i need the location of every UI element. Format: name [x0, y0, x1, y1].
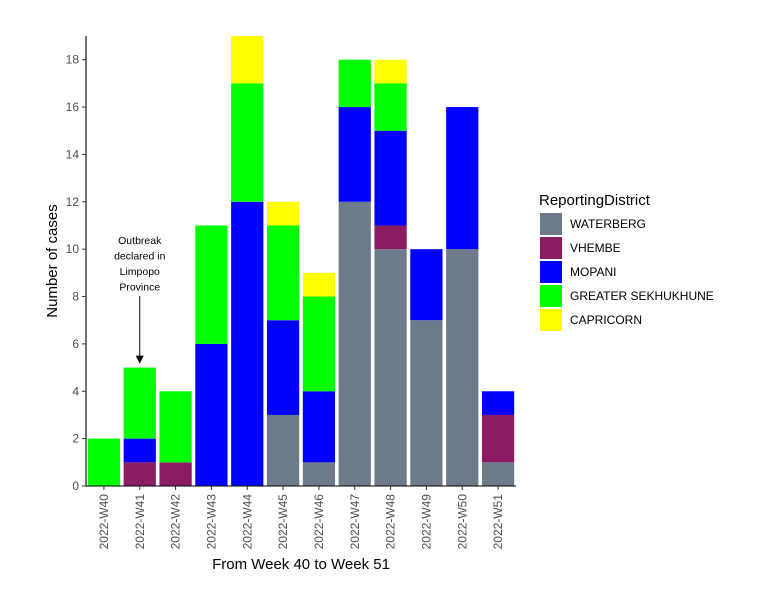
x-tick-label: 2022-W46 — [312, 494, 326, 550]
y-axis-title: Number of cases — [44, 204, 61, 317]
y-tick-label: 18 — [66, 53, 80, 67]
annotation-arrow-head — [135, 355, 144, 364]
bar-segment-waterberg-2022-w51 — [481, 462, 515, 486]
legend-key-mopani — [540, 261, 562, 283]
bar-segment-waterberg-2022-w50 — [446, 249, 479, 486]
x-tick-label: 2022-W45 — [276, 494, 290, 550]
x-tick-label: 2022-W44 — [240, 494, 254, 550]
bar-segment-mopani-2022-w46 — [302, 391, 336, 463]
annotation-text-line: declared in — [114, 251, 166, 263]
bar-segment-capricorn-2022-w48 — [374, 59, 407, 84]
legend-label-mopani: MOPANI — [570, 265, 616, 279]
x-tick-label: 2022-W42 — [169, 494, 183, 550]
x-axis-title: From Week 40 to Week 51 — [212, 556, 390, 573]
bars-layer — [87, 36, 515, 486]
bar-segment-waterberg-2022-w47 — [338, 201, 371, 486]
bar-segment-waterberg-2022-w49 — [410, 320, 443, 486]
bar-segment-vhembe-2022-w41 — [123, 462, 156, 486]
y-tick-label: 0 — [72, 479, 79, 493]
bar-segment-mopani-2022-w49 — [410, 249, 443, 321]
bar-segment-greater-sekhukhune-2022-w43 — [195, 225, 228, 344]
legend: ReportingDistrict WATERBERG VHEMBE MOPANI G… — [539, 192, 714, 331]
bar-segment-greater-sekhukhune-2022-w48 — [374, 83, 407, 131]
bar-segment-mopani-2022-w50 — [446, 107, 479, 250]
legend-label-waterberg: WATERBERG — [570, 217, 646, 231]
x-tick-label: 2022-W47 — [348, 494, 362, 550]
x-tick-label: 2022-W40 — [97, 494, 111, 550]
bar-segment-greater-sekhukhune-2022-w42 — [159, 391, 192, 463]
x-tick-label: 2022-W51 — [491, 494, 505, 550]
bar-segment-capricorn-2022-w45 — [266, 201, 300, 226]
legend-label-vhembe: VHEMBE — [570, 241, 621, 255]
y-tick-label: 14 — [66, 147, 80, 161]
y-tick-label: 2 — [72, 432, 79, 446]
bar-segment-mopani-2022-w44 — [231, 201, 264, 486]
legend-label-greater-sekhukhune: GREATER SEKHUKHUNE — [570, 289, 714, 303]
bar-segment-mopani-2022-w48 — [374, 130, 407, 226]
y-tick-label: 16 — [66, 100, 80, 114]
outbreak-annotation: Outbreak declared in Limpopo Province — [114, 235, 166, 364]
legend-title: ReportingDistrict — [539, 192, 651, 209]
bar-segment-capricorn-2022-w46 — [302, 272, 336, 297]
bar-segment-mopani-2022-w43 — [195, 343, 228, 486]
bar-segment-vhembe-2022-w48 — [374, 225, 407, 250]
bar-segment-greater-sekhukhune-2022-w40 — [87, 438, 121, 486]
y-tick-label: 10 — [66, 242, 80, 256]
bar-segment-mopani-2022-w45 — [266, 320, 300, 415]
bar-segment-mopani-2022-w51 — [481, 391, 515, 415]
x-tick-label: 2022-W43 — [204, 494, 218, 550]
x-tick-label: 2022-W49 — [419, 494, 433, 550]
y-axis: 0 2 4 6 8 10 12 14 16 18 — [66, 36, 87, 493]
bar-segment-greater-sekhukhune-2022-w41 — [123, 367, 156, 439]
legend-label-capricorn: CAPRICORN — [570, 313, 642, 327]
y-tick-label: 6 — [72, 337, 79, 351]
y-tick-label: 4 — [72, 384, 79, 398]
x-tick-label: 2022-W41 — [133, 494, 147, 550]
bar-segment-capricorn-2022-w44 — [231, 36, 264, 84]
bar-segment-waterberg-2022-w48 — [374, 249, 407, 486]
bar-segment-mopani-2022-w47 — [338, 107, 371, 202]
x-axis: 2022-W40 2022-W41 2022-W42 2022-W43 2022-W44… — [86, 485, 516, 550]
bar-segment-greater-sekhukhune-2022-w47 — [338, 59, 371, 108]
bar-segment-greater-sekhukhune-2022-w45 — [266, 225, 300, 321]
bar-segment-waterberg-2022-w45 — [266, 414, 300, 486]
x-tick-label: 2022-W48 — [384, 494, 398, 550]
y-tick-label: 8 — [72, 290, 79, 304]
annotation-text-line: Province — [119, 282, 160, 294]
legend-key-capricorn — [540, 309, 562, 331]
bar-segment-greater-sekhukhune-2022-w44 — [231, 83, 264, 202]
annotation-text-line: Outbreak — [118, 235, 162, 247]
legend-key-vhembe — [540, 237, 562, 259]
legend-key-waterberg — [540, 213, 562, 235]
bar-segment-greater-sekhukhune-2022-w46 — [302, 296, 336, 392]
bar-segment-mopani-2022-w41 — [123, 438, 156, 463]
x-tick-label: 2022-W50 — [455, 494, 469, 550]
annotation-text-line: Limpopo — [120, 266, 160, 278]
bar-segment-waterberg-2022-w46 — [302, 462, 336, 486]
legend-key-greater-sekhukhune — [540, 285, 562, 307]
bar-segment-vhembe-2022-w51 — [481, 414, 515, 463]
bar-segment-vhembe-2022-w42 — [159, 462, 192, 486]
y-tick-label: 12 — [66, 195, 80, 209]
